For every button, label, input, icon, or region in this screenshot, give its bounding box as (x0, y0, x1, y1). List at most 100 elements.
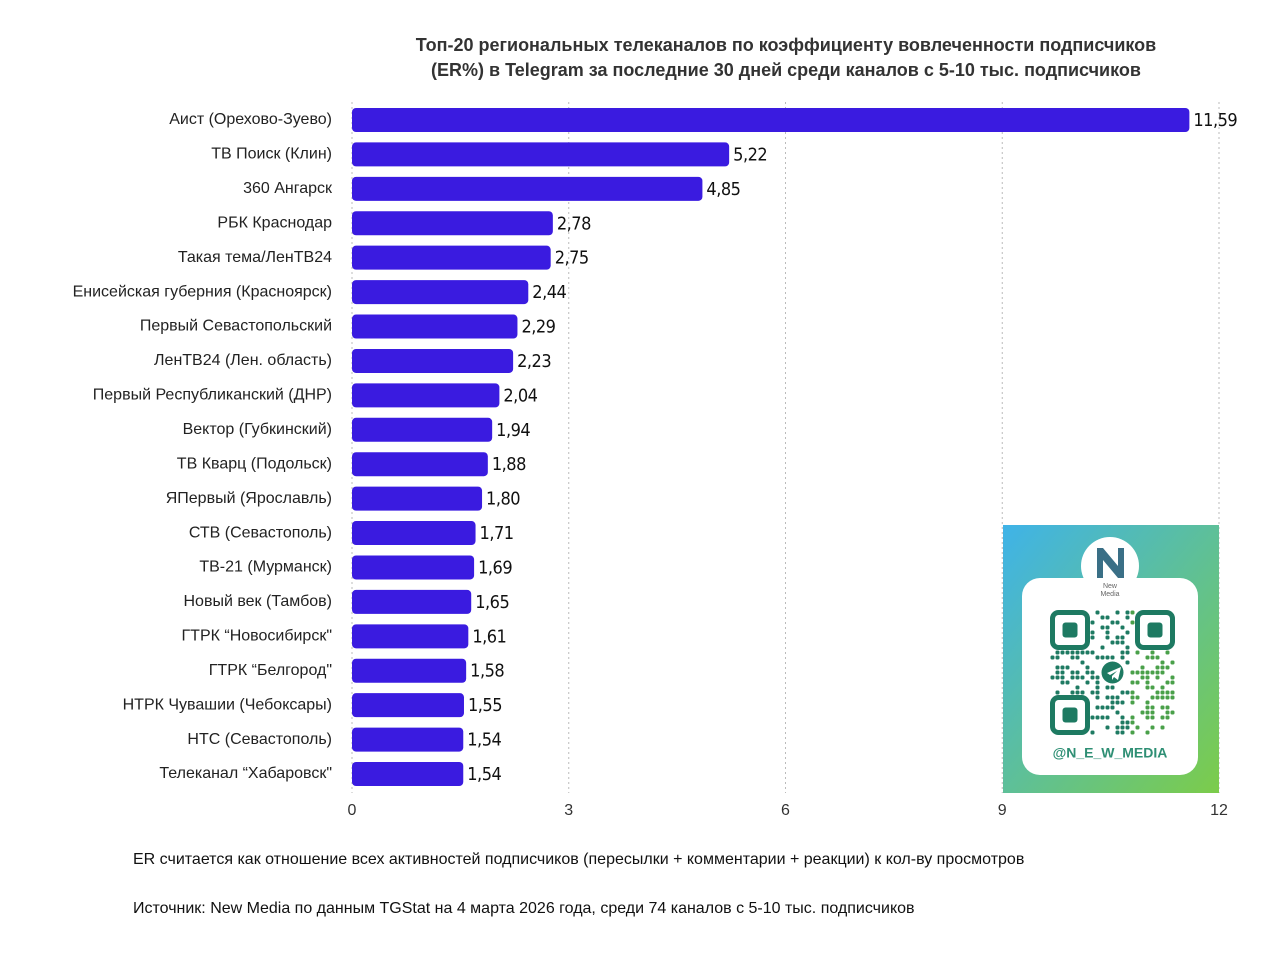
qr-cell (1110, 655, 1115, 660)
qr-cell (1110, 705, 1115, 710)
qr-cell (1170, 680, 1175, 685)
bar (352, 762, 464, 786)
qr-cell (1075, 685, 1080, 690)
bar (352, 555, 475, 580)
x-tick-label: 3 (564, 802, 573, 819)
qr-cell (1120, 730, 1125, 735)
data-label: 1,88 (492, 454, 526, 475)
logo-text: Media (1100, 591, 1119, 598)
qr-cell (1130, 720, 1135, 725)
qr-cell (1075, 655, 1080, 660)
qr-cell (1065, 665, 1070, 670)
qr-cell (1115, 725, 1120, 730)
qr-cell (1140, 710, 1145, 715)
qr-cell (1130, 610, 1135, 615)
qr-cell (1145, 655, 1150, 660)
qr-cell (1055, 665, 1060, 670)
qr-cell (1105, 705, 1110, 710)
x-tick-label: 9 (998, 802, 1007, 819)
x-tick-label: 0 (348, 802, 357, 819)
qr-cell (1125, 690, 1130, 695)
qr-cell (1155, 655, 1160, 660)
qr-cell (1090, 620, 1095, 625)
bar (352, 383, 500, 408)
data-label: 1,80 (486, 489, 520, 510)
qr-finder (1062, 707, 1078, 723)
bar (352, 211, 553, 236)
qr-cell (1075, 690, 1080, 695)
qr-finder (1062, 622, 1078, 638)
qr-cell (1110, 640, 1115, 645)
qr-cell (1150, 715, 1155, 720)
data-label: 1,55 (468, 695, 502, 716)
qr-cell (1120, 725, 1125, 730)
y-tick-label: НТС (Севастополь) (187, 731, 332, 748)
chart-title: Топ-20 региональных телеканалов по коэфф… (416, 35, 1157, 55)
bar (352, 417, 493, 442)
qr-cell (1050, 675, 1055, 680)
qr-cell (1090, 650, 1095, 655)
x-tick-label: 12 (1210, 802, 1228, 819)
qr-cell (1160, 705, 1165, 710)
qr-cell (1120, 650, 1125, 655)
data-label: 2,23 (517, 351, 551, 372)
data-label: 4,85 (706, 179, 740, 200)
qr-cell (1110, 685, 1115, 690)
bar (352, 727, 464, 752)
qr-cell (1095, 685, 1100, 690)
qr-cell (1125, 650, 1130, 655)
qr-cell (1100, 715, 1105, 720)
y-tick-label: СТВ (Севастополь) (189, 524, 332, 541)
qr-cell (1165, 665, 1170, 670)
qr-cell (1165, 705, 1170, 710)
qr-cell (1100, 655, 1105, 660)
y-tick-label: Первый Севастопольский (140, 318, 332, 335)
qr-cell (1105, 725, 1110, 730)
qr-cell (1085, 680, 1090, 685)
data-label: 1,58 (470, 661, 504, 682)
qr-cell (1095, 690, 1100, 695)
qr-cell (1135, 650, 1140, 655)
data-label: 2,78 (557, 213, 591, 234)
data-label: 1,65 (475, 592, 509, 613)
qr-cell (1160, 665, 1165, 670)
qr-cell (1120, 700, 1125, 705)
qr-cell (1170, 690, 1175, 695)
qr-cell (1135, 695, 1140, 700)
qr-cell (1095, 680, 1100, 685)
y-tick-label: ЛенТВ24 (Лен. область) (154, 352, 332, 369)
qr-cell (1160, 685, 1165, 690)
logo (1097, 548, 1124, 578)
qr-cell (1105, 625, 1110, 630)
qr-cell (1155, 695, 1160, 700)
qr-cell (1145, 675, 1150, 680)
qr-cell (1170, 710, 1175, 715)
data-label: 1,94 (496, 420, 530, 441)
qr-cell (1160, 670, 1165, 675)
bar (352, 245, 551, 270)
qr-cell (1120, 720, 1125, 725)
qr-cell (1105, 685, 1110, 690)
y-tick-label: Первый Республиканский (ДНР) (93, 387, 332, 404)
qr-cell (1075, 670, 1080, 675)
qr-cell (1095, 610, 1100, 615)
qr-cell (1060, 650, 1065, 655)
logo-text: New (1103, 583, 1118, 590)
qr-cell (1055, 690, 1060, 695)
data-label: 2,75 (555, 248, 589, 269)
qr-finder (1050, 610, 1090, 650)
qr-cell (1075, 675, 1080, 680)
bar (352, 693, 464, 718)
qr-cell (1165, 695, 1170, 700)
qr-cell (1055, 670, 1060, 675)
qr-cell (1090, 670, 1095, 675)
bar (352, 589, 472, 614)
y-tick-label: Такая тема/ЛенТВ24 (178, 249, 332, 266)
bar (352, 176, 703, 201)
qr-cell (1155, 665, 1160, 670)
qr-cell (1130, 700, 1135, 705)
qr-cell (1090, 715, 1095, 720)
y-tick-label: Телеканал “Хабаровск" (159, 765, 332, 782)
qr-cell (1100, 615, 1105, 620)
qr-cell (1145, 680, 1150, 685)
